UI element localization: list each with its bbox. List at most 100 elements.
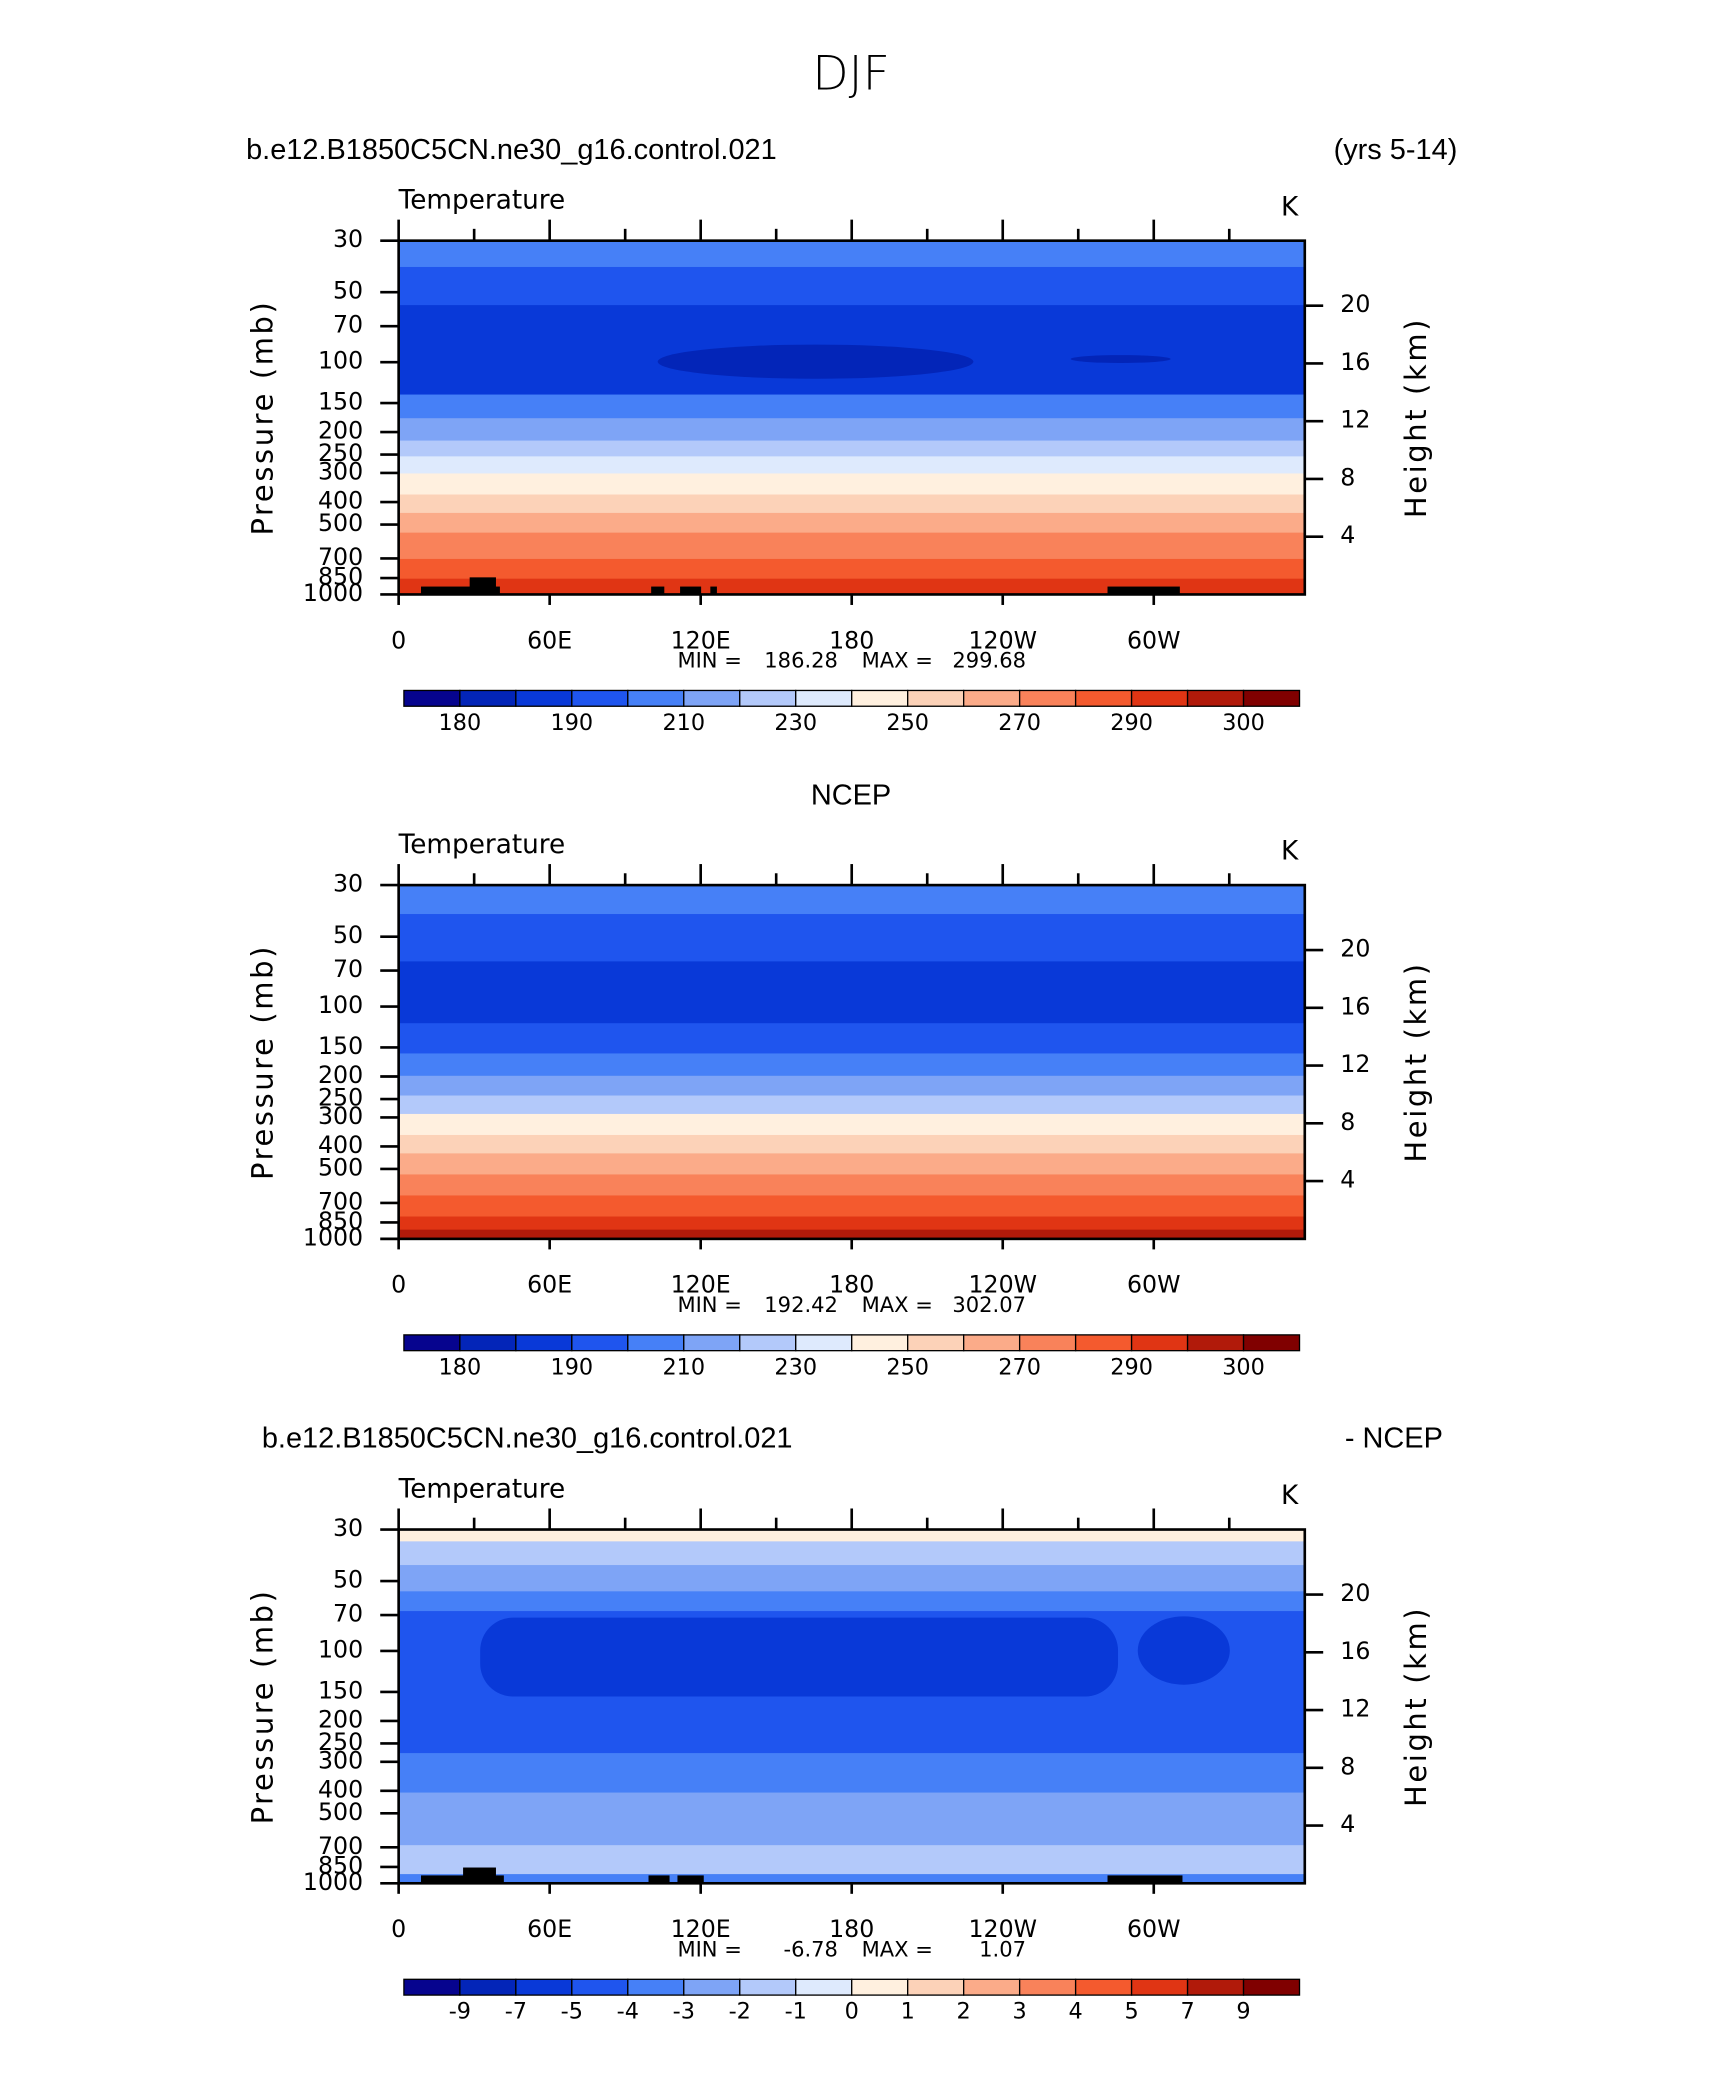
colorbar-box xyxy=(1130,1978,1189,1996)
y-tick-label: 50 xyxy=(333,921,363,949)
colorbar-box xyxy=(851,689,909,707)
y-tick-label: 70 xyxy=(333,1600,363,1628)
colorbar-box xyxy=(627,1978,685,1996)
figure-title: DJF xyxy=(812,46,890,101)
y-tick-label: 200 xyxy=(318,1061,363,1089)
colorbar-box xyxy=(739,1978,797,1996)
min-label: MIN = xyxy=(677,648,741,673)
y-tick-label: 30 xyxy=(333,225,363,253)
topography xyxy=(648,1875,670,1884)
units: K xyxy=(1281,192,1299,222)
contour-band xyxy=(398,1753,1305,1794)
contour-band xyxy=(398,1216,1305,1231)
colorbar-label: 230 xyxy=(774,710,817,736)
x-tick-label: 0 xyxy=(391,1271,406,1299)
colorbar-box xyxy=(1130,689,1189,707)
contour-band xyxy=(398,1874,1305,1884)
y2-tick-label: 12 xyxy=(1340,1050,1370,1078)
max-value: 302.07 xyxy=(952,1292,1026,1317)
contour-band xyxy=(398,1113,1305,1136)
max-label: MAX = xyxy=(862,1292,933,1317)
y-tick-label: 400 xyxy=(318,487,363,515)
panel-header-right: (yrs 5-14) xyxy=(1334,134,1458,166)
y-tick-label: 1000 xyxy=(303,1868,363,1896)
colorbar-box xyxy=(571,1978,629,1996)
colorbar-box xyxy=(795,1978,853,1996)
colorbar-box xyxy=(795,1334,853,1352)
contour-band xyxy=(398,1134,1305,1155)
colorbar-box xyxy=(739,1334,797,1352)
y-tick-label: 500 xyxy=(318,1153,363,1181)
colorbar-box xyxy=(627,1334,685,1352)
min-label: MIN = xyxy=(677,1292,741,1317)
y2-tick-label: 20 xyxy=(1340,1579,1370,1607)
x-tick-label: 120E xyxy=(671,626,731,654)
topography xyxy=(463,1867,496,1884)
x-tick-label: 60W xyxy=(1127,1915,1181,1943)
colorbar-label: -3 xyxy=(673,1999,695,2025)
colorbar-box xyxy=(1074,1978,1133,1996)
max-label: MAX = xyxy=(862,1936,933,1961)
x-tick-label: 120W xyxy=(968,1271,1037,1299)
y2-tick-label: 20 xyxy=(1340,935,1370,963)
colorbar-label: 230 xyxy=(774,1354,817,1380)
topography xyxy=(1107,586,1180,595)
contour-band xyxy=(398,1541,1305,1566)
colorbar-box xyxy=(963,689,1021,707)
y2-axis-label: Height (km) xyxy=(1399,961,1433,1162)
y2-tick-label: 16 xyxy=(1340,1637,1370,1665)
contour-region xyxy=(480,1617,1119,1697)
contour-band xyxy=(398,1153,1305,1176)
y-tick-label: 400 xyxy=(318,1131,363,1159)
colorbar-box xyxy=(1018,1978,1077,1996)
colorbar-box xyxy=(403,1334,461,1352)
y-tick-label: 500 xyxy=(318,1798,363,1826)
x-tick-label: 60W xyxy=(1127,1271,1181,1299)
topography xyxy=(710,586,717,595)
contour-band xyxy=(398,1565,1305,1592)
contour-band xyxy=(398,456,1305,475)
colorbar-box xyxy=(1074,1334,1133,1352)
y-tick-label: 300 xyxy=(318,1746,363,1774)
colorbar-box xyxy=(459,689,517,707)
x-tick-label: 120E xyxy=(671,1271,731,1299)
colorbar-box xyxy=(851,1334,909,1352)
contour-band xyxy=(398,1023,1305,1055)
contour-band xyxy=(398,532,1305,560)
colorbar-box xyxy=(1242,1334,1301,1352)
colorbar-label: 250 xyxy=(886,1354,929,1380)
min-label: MIN = xyxy=(677,1936,741,1961)
y-tick-label: 850 xyxy=(318,1207,363,1235)
y-tick-label: 400 xyxy=(318,1775,363,1803)
contour-band xyxy=(398,961,1305,1024)
colorbar-box xyxy=(739,689,797,707)
colorbar-box xyxy=(403,1978,461,1996)
colorbar-label: 290 xyxy=(1110,1354,1153,1380)
min-value: 192.42 xyxy=(764,1292,838,1317)
colorbar-label: 290 xyxy=(1110,710,1153,736)
colorbar-box xyxy=(1186,689,1245,707)
contour-band xyxy=(398,494,1305,514)
colorbar-box xyxy=(1186,1978,1245,1996)
contour-band xyxy=(398,1845,1305,1875)
colorbar-box xyxy=(907,1334,965,1352)
contour-band xyxy=(398,1529,1305,1543)
max-value: 299.68 xyxy=(952,648,1026,673)
units: K xyxy=(1281,1481,1299,1511)
y-tick-label: 250 xyxy=(318,1084,363,1112)
y2-tick-label: 16 xyxy=(1340,348,1370,376)
contour-band xyxy=(398,558,1305,580)
colorbar-label: -2 xyxy=(729,1999,751,2025)
colorbar-label: 190 xyxy=(551,710,594,736)
colorbar-box xyxy=(907,689,965,707)
contour-band xyxy=(398,266,1305,306)
colorbar-label: 9 xyxy=(1236,1999,1250,2025)
colorbar-box xyxy=(683,1334,741,1352)
colorbar-label: -5 xyxy=(561,1999,583,2025)
y2-tick-label: 20 xyxy=(1340,290,1370,318)
colorbar-label: -1 xyxy=(785,1999,807,2025)
colorbar-box xyxy=(963,1978,1021,1996)
y-tick-label: 300 xyxy=(318,457,363,485)
